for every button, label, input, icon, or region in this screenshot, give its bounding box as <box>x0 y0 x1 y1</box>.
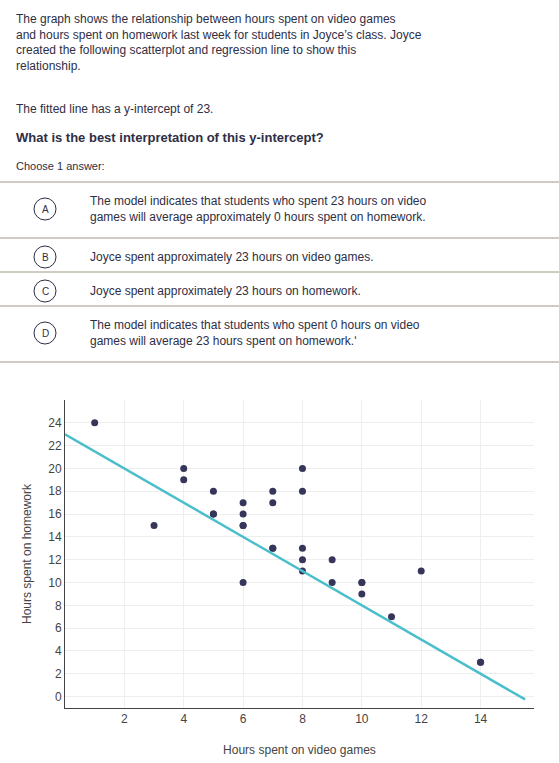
svg-text:A: A <box>42 204 49 215</box>
svg-text:8: 8 <box>299 712 306 726</box>
svg-text:D: D <box>42 328 49 339</box>
svg-text:4: 4 <box>55 644 62 658</box>
svg-text:18: 18 <box>48 484 62 498</box>
svg-text:10: 10 <box>355 712 369 726</box>
svg-text:6: 6 <box>55 621 62 635</box>
svg-text:Joyce spent approximately 23 h: Joyce spent approximately 23 hours on vi… <box>90 250 374 264</box>
svg-text:The fitted line has a y-interc: The fitted line has a y-intercept of 23. <box>16 102 213 116</box>
svg-text:2: 2 <box>55 667 62 681</box>
svg-text:14: 14 <box>474 712 488 726</box>
svg-text:The model indicates that stude: The model indicates that students who sp… <box>90 318 420 348</box>
svg-text:4: 4 <box>180 712 187 726</box>
svg-text:Hours spent on video games: Hours spent on video games <box>223 743 376 757</box>
svg-text:14: 14 <box>48 530 62 544</box>
svg-text:12: 12 <box>415 712 429 726</box>
svg-text:22: 22 <box>48 439 62 453</box>
svg-text:16: 16 <box>48 507 62 521</box>
svg-text:12: 12 <box>48 553 62 567</box>
svg-text:The graph shows the relationsh: The graph shows the relationship between… <box>16 12 422 73</box>
svg-text:6: 6 <box>240 712 247 726</box>
svg-text:8: 8 <box>55 599 62 613</box>
svg-text:B: B <box>42 252 49 263</box>
svg-text:10: 10 <box>48 576 62 590</box>
svg-text:Choose 1 answer:: Choose 1 answer: <box>16 160 105 172</box>
svg-text:Joyce spent approximately 23 h: Joyce spent approximately 23 hours on ho… <box>90 284 361 298</box>
svg-text:2: 2 <box>121 712 128 726</box>
svg-text:24: 24 <box>48 416 62 430</box>
svg-text:20: 20 <box>48 462 62 476</box>
svg-text:0: 0 <box>55 690 62 704</box>
svg-text:Hours spent on homework: Hours spent on homework <box>20 483 34 624</box>
svg-text:C: C <box>42 286 49 297</box>
svg-text:What is the best interpretatio: What is the best interpretation of this … <box>16 130 324 145</box>
svg-text:The model indicates that stude: The model indicates that students who sp… <box>90 194 427 224</box>
